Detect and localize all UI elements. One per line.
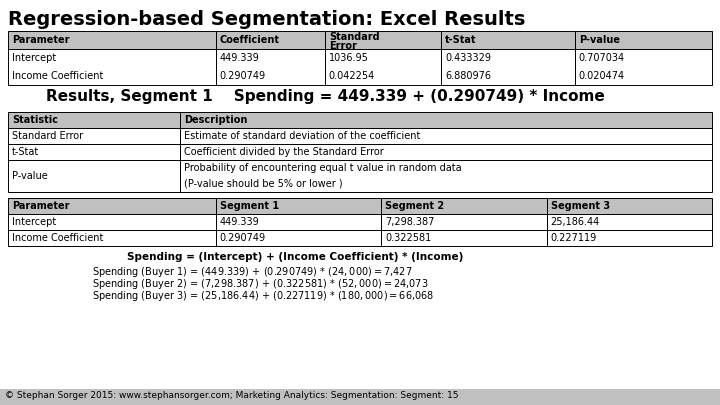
Text: 0.042254: 0.042254 (329, 71, 375, 81)
Bar (546, 230, 712, 246)
Text: 7,298.387: 7,298.387 (385, 217, 434, 227)
Text: 449.339: 449.339 (220, 53, 259, 63)
Text: Spending (Buyer 1) = (449.339) + (0.290749) * ($24,000) = $7,427: Spending (Buyer 1) = (449.339) + (0.2907… (91, 265, 412, 279)
Text: 0.020474: 0.020474 (579, 71, 625, 81)
Text: Parameter: Parameter (12, 35, 70, 45)
Text: Regression-based Segmentation: Excel Results: Regression-based Segmentation: Excel Res… (8, 10, 526, 29)
Bar (181, 144, 712, 160)
Text: t-Stat: t-Stat (12, 147, 40, 157)
Text: Statistic: Statistic (12, 115, 58, 125)
Text: 1036.95: 1036.95 (329, 53, 369, 63)
Text: © Stephan Sorger 2015: www.stephansorger.com; Marketing Analytics: Segmentation:: © Stephan Sorger 2015: www.stephansorger… (5, 392, 459, 401)
Bar (441, 49, 575, 85)
Text: Standard: Standard (329, 32, 379, 42)
Bar (8, 230, 216, 246)
Text: P-value: P-value (579, 35, 620, 45)
Text: Coefficient divided by the Standard Error: Coefficient divided by the Standard Erro… (184, 147, 384, 157)
Text: (P-value should be 5% or lower ): (P-value should be 5% or lower ) (184, 179, 343, 189)
Text: 0.322581: 0.322581 (385, 233, 431, 243)
Bar (8, 214, 216, 230)
Bar (216, 31, 325, 49)
Text: Segment 1: Segment 1 (220, 201, 279, 211)
Bar (216, 230, 381, 246)
Bar (181, 112, 712, 128)
Text: Segment 2: Segment 2 (385, 201, 444, 211)
Text: Error: Error (329, 41, 356, 51)
Bar (216, 198, 381, 214)
Bar (8, 112, 181, 128)
Text: Intercept: Intercept (12, 53, 56, 63)
Bar (216, 214, 381, 230)
Text: 0.290749: 0.290749 (220, 233, 266, 243)
Bar (575, 31, 712, 49)
Text: Spending (Buyer 2) = (7,298.387) + (0.322581) * ($52,000) = $24,073: Spending (Buyer 2) = (7,298.387) + (0.32… (91, 277, 428, 291)
Bar (8, 160, 181, 192)
Bar (325, 49, 441, 85)
Bar (381, 198, 546, 214)
Text: Intercept: Intercept (12, 217, 56, 227)
Text: Income Coefficient: Income Coefficient (12, 233, 104, 243)
Text: Income Coefficient: Income Coefficient (12, 71, 104, 81)
Text: Standard Error: Standard Error (12, 131, 83, 141)
Text: 25,186.44: 25,186.44 (551, 217, 600, 227)
Text: Parameter: Parameter (12, 201, 70, 211)
Text: 0.707034: 0.707034 (579, 53, 625, 63)
Text: Results, Segment 1    Spending = 449.339 + (0.290749) * Income: Results, Segment 1 Spending = 449.339 + … (46, 89, 605, 104)
Text: Estimate of standard deviation of the coefficient: Estimate of standard deviation of the co… (184, 131, 421, 141)
Bar (8, 49, 216, 85)
Bar (546, 214, 712, 230)
Bar (8, 128, 181, 144)
Bar (441, 31, 575, 49)
Text: Segment 3: Segment 3 (551, 201, 610, 211)
Bar (325, 31, 441, 49)
Text: Probability of encountering equal t value in random data: Probability of encountering equal t valu… (184, 163, 462, 173)
Bar (8, 144, 181, 160)
Text: Coefficient: Coefficient (220, 35, 279, 45)
Text: 6.880976: 6.880976 (445, 71, 491, 81)
Bar (0, 389, 720, 405)
Bar (381, 230, 546, 246)
Bar (216, 49, 325, 85)
Text: Spending (Buyer 3) = (25,186.44) + (0.227119) * ($180,000) = $66,068: Spending (Buyer 3) = (25,186.44) + (0.22… (91, 289, 434, 303)
Text: P-value: P-value (12, 171, 48, 181)
Bar (181, 128, 712, 144)
Text: 0.227119: 0.227119 (551, 233, 597, 243)
Bar (546, 198, 712, 214)
Bar (181, 160, 712, 192)
Text: Spending = (Intercept) + (Income Coefficient) * (Income): Spending = (Intercept) + (Income Coeffic… (127, 252, 463, 262)
Bar (381, 214, 546, 230)
Bar (575, 49, 712, 85)
Text: t-Stat: t-Stat (445, 35, 477, 45)
Text: 0.433329: 0.433329 (445, 53, 491, 63)
Text: 449.339: 449.339 (220, 217, 259, 227)
Bar (8, 198, 216, 214)
Text: Description: Description (184, 115, 248, 125)
Bar (8, 31, 216, 49)
Text: 0.290749: 0.290749 (220, 71, 266, 81)
